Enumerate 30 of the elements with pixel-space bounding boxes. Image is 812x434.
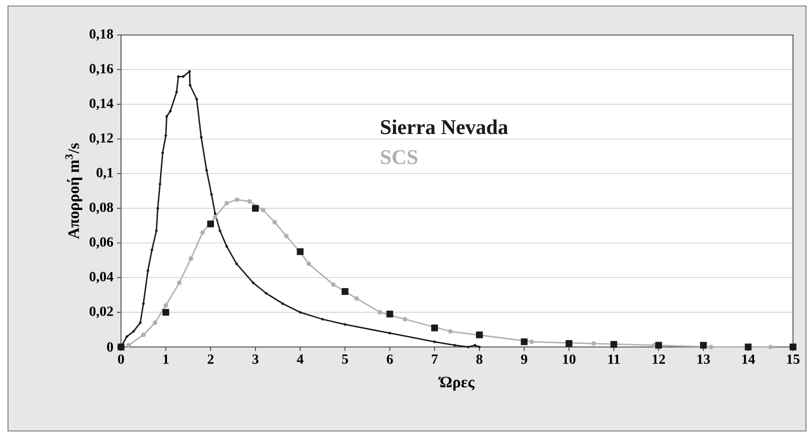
y-tick-label: 0,02 <box>90 306 113 318</box>
x-tick-label: 4 <box>296 354 304 364</box>
x-tick-label: 1 <box>163 354 169 364</box>
x-tick-label: 11 <box>608 354 620 364</box>
x-tick-label: 8 <box>476 354 482 364</box>
y-tick-label: 0,16 <box>90 64 114 76</box>
y-tick-label: 0,08 <box>90 202 114 214</box>
y-tick-label: 0,04 <box>90 272 114 284</box>
x-tick-label: 13 <box>698 354 710 364</box>
x-tick-label: 6 <box>386 354 393 364</box>
x-tick-label: 2 <box>208 354 214 364</box>
x-tick-label: 15 <box>787 354 800 364</box>
x-tick-label: 14 <box>742 354 755 364</box>
x-tick-label: 5 <box>342 354 348 364</box>
x-tick-label: 3 <box>252 354 258 364</box>
y-tick-label: 0,14 <box>90 98 114 110</box>
y-tick-label: 0,12 <box>90 133 113 145</box>
x-tick-label: 10 <box>563 354 576 364</box>
text: SCS <box>381 150 418 164</box>
x-tick-label: 9 <box>521 354 528 364</box>
y-axis-title: Απορροή m$^{3}$/s <box>65 143 82 239</box>
x-tick-label: 7 <box>432 354 438 364</box>
x-axis-title: Ώρες <box>438 376 475 391</box>
x-tick-label: 12 <box>652 354 665 364</box>
text: Sierra Nevada <box>381 119 508 134</box>
y-tick-label: 0,18 <box>90 29 114 41</box>
x-tick-label: 0 <box>118 354 124 364</box>
y-tick-label: 0,1 <box>96 168 113 180</box>
y-tick-label: 0,06 <box>90 237 114 249</box>
y-tick-label: 0 <box>107 342 113 352</box>
